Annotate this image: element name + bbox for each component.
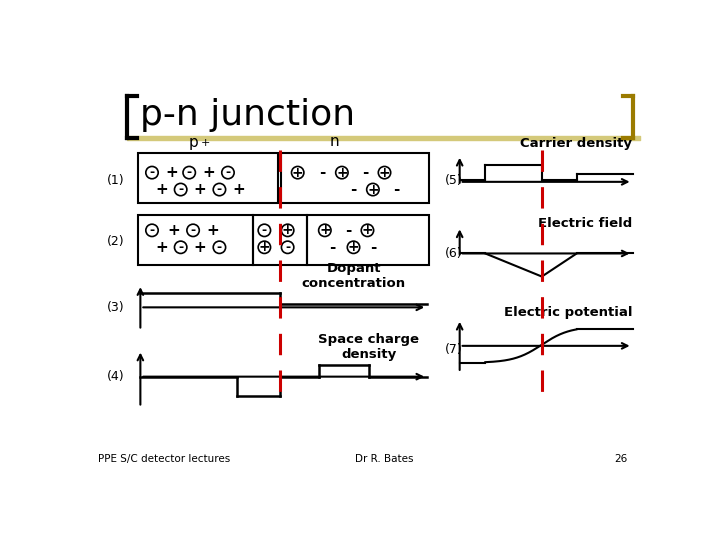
Text: (3): (3) bbox=[107, 301, 125, 314]
Text: +: + bbox=[202, 165, 215, 180]
Text: +: + bbox=[367, 183, 379, 197]
Text: -: - bbox=[178, 183, 183, 196]
Text: Electric field: Electric field bbox=[539, 217, 632, 231]
Text: +: + bbox=[155, 240, 168, 255]
Text: PPE S/C detector lectures: PPE S/C detector lectures bbox=[97, 454, 230, 464]
Text: +: + bbox=[361, 224, 373, 238]
Text: +: + bbox=[348, 240, 359, 254]
Text: (1): (1) bbox=[107, 174, 125, 187]
Text: +: + bbox=[233, 182, 246, 197]
Text: +: + bbox=[167, 223, 180, 238]
Text: +: + bbox=[194, 182, 207, 197]
Text: -: - bbox=[178, 241, 183, 254]
Bar bbox=[282, 153, 428, 204]
Text: 26: 26 bbox=[614, 454, 628, 464]
Text: +: + bbox=[379, 166, 390, 180]
Text: (2): (2) bbox=[107, 235, 125, 248]
Text: +: + bbox=[336, 166, 348, 180]
Text: -: - bbox=[150, 166, 155, 179]
Text: -: - bbox=[262, 224, 267, 237]
Text: +: + bbox=[165, 165, 178, 180]
Text: -: - bbox=[319, 165, 325, 180]
Text: +: + bbox=[319, 224, 330, 238]
Text: -: - bbox=[285, 241, 290, 254]
Text: -: - bbox=[345, 223, 351, 238]
Text: (7): (7) bbox=[445, 343, 463, 356]
Text: (6): (6) bbox=[445, 247, 462, 260]
Text: -: - bbox=[191, 224, 196, 237]
Text: +: + bbox=[201, 138, 210, 148]
Text: Space charge
density: Space charge density bbox=[318, 333, 420, 361]
Text: +: + bbox=[194, 240, 207, 255]
Bar bbox=[138, 215, 253, 265]
Text: -: - bbox=[217, 241, 222, 254]
Text: Carrier density: Carrier density bbox=[521, 137, 632, 150]
Bar bbox=[307, 215, 428, 265]
Bar bbox=[138, 153, 277, 204]
Text: +: + bbox=[258, 240, 270, 254]
Text: -: - bbox=[329, 240, 336, 255]
Text: +: + bbox=[206, 223, 219, 238]
Text: +: + bbox=[155, 182, 168, 197]
Text: +: + bbox=[292, 166, 304, 180]
Text: -: - bbox=[369, 240, 376, 255]
Bar bbox=[253, 215, 307, 265]
Text: p-n junction: p-n junction bbox=[140, 98, 356, 132]
Text: -: - bbox=[393, 182, 400, 197]
Text: (4): (4) bbox=[107, 370, 125, 383]
Text: Electric potential: Electric potential bbox=[504, 306, 632, 319]
Text: -: - bbox=[351, 182, 356, 197]
Text: n: n bbox=[329, 134, 339, 150]
Text: -: - bbox=[225, 166, 230, 179]
Text: -: - bbox=[362, 165, 369, 180]
Text: Dr R. Bates: Dr R. Bates bbox=[355, 454, 414, 464]
Text: -: - bbox=[217, 183, 222, 196]
Text: -: - bbox=[150, 224, 155, 237]
Text: +: + bbox=[282, 224, 294, 238]
Text: -: - bbox=[186, 166, 192, 179]
Text: Dopant
concentration: Dopant concentration bbox=[302, 262, 405, 291]
Text: (5): (5) bbox=[445, 174, 463, 187]
Text: p: p bbox=[189, 134, 199, 150]
